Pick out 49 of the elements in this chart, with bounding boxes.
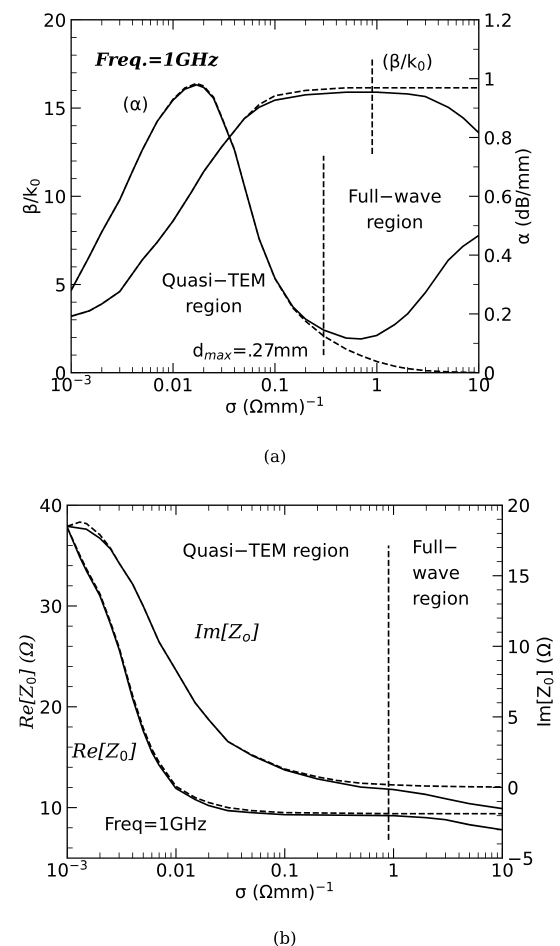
- x-axis-title: σ (Ωmm)$^{−1}$: [226, 396, 324, 416]
- y2-tick-label: 0.2: [484, 307, 511, 322]
- text: (a): [264, 449, 286, 465]
- y2-tick-label: 10: [509, 640, 529, 654]
- x-tick-label: 0.1: [262, 378, 288, 392]
- annotation: d$_{max}$=.27mm: [193, 342, 307, 360]
- annotation: Full−wave region: [350, 188, 441, 232]
- x-tick-label: 10$^{−3}$: [48, 860, 87, 877]
- x-tick-label: 10: [492, 863, 513, 877]
- annotation: (β/k$_{0}$): [384, 54, 432, 72]
- x-tick-label: 0.01: [154, 378, 192, 392]
- y2-tick-label: −5: [509, 852, 532, 866]
- y2-axis-title: α (dB/mm): [515, 149, 532, 244]
- x-tick-label: 0.01: [157, 863, 194, 877]
- y2-tick-label: 0: [508, 780, 518, 795]
- annotation: Full− wave region: [413, 540, 468, 608]
- annotation: Quasi−TEM region: [184, 543, 348, 560]
- y-axis-title: Re[Z$_{0}$] (Ω): [19, 636, 36, 730]
- x-tick-label: 1: [373, 378, 381, 392]
- annotation: Re[Z$_{0}$]: [72, 742, 136, 761]
- text: (b): [274, 931, 296, 946]
- x-tick-label: 0.1: [272, 863, 298, 877]
- y-tick-label: 15: [45, 102, 65, 116]
- y2-tick-label: 0: [484, 366, 494, 380]
- y2-tick-label: 0.8: [484, 130, 512, 145]
- y2-axis-title: Im[Z$_{0}$] (Ω): [536, 638, 554, 726]
- x-tick-label: 10: [469, 378, 490, 392]
- annotation: Quasi−TEM region: [162, 272, 264, 316]
- annotation: Freq.=1GHz: [94, 52, 218, 70]
- y-tick-label: 40: [40, 498, 62, 512]
- y-tick-label: 10: [45, 190, 66, 204]
- y2-tick-label: 15: [509, 569, 529, 583]
- y2-tick-label: 0.6: [484, 190, 512, 204]
- y-tick-label: 5: [56, 278, 65, 292]
- annotation: (α): [124, 96, 147, 113]
- y-tick-label: 30: [40, 599, 62, 614]
- y-tick-label: 10: [41, 801, 62, 815]
- x-tick-label: 1: [390, 863, 398, 877]
- y2-tick-label: 20: [508, 498, 529, 512]
- y2-tick-label: 1: [486, 72, 494, 86]
- y2-tick-label: 5: [508, 710, 518, 724]
- y-tick-label: 20: [44, 13, 66, 27]
- annotation: Im[Z$_{o}$]: [194, 623, 259, 642]
- annotation: Freq=1GHz: [106, 816, 206, 834]
- y2-tick-label: 1.2: [486, 13, 511, 27]
- x-axis-title: σ (Ωmm)$^{−1}$: [236, 882, 333, 900]
- y2-tick-label: 0.4: [484, 248, 512, 262]
- y-axis-title: β/k$_{0}$: [22, 179, 40, 214]
- y-tick-label: 20: [40, 700, 62, 714]
